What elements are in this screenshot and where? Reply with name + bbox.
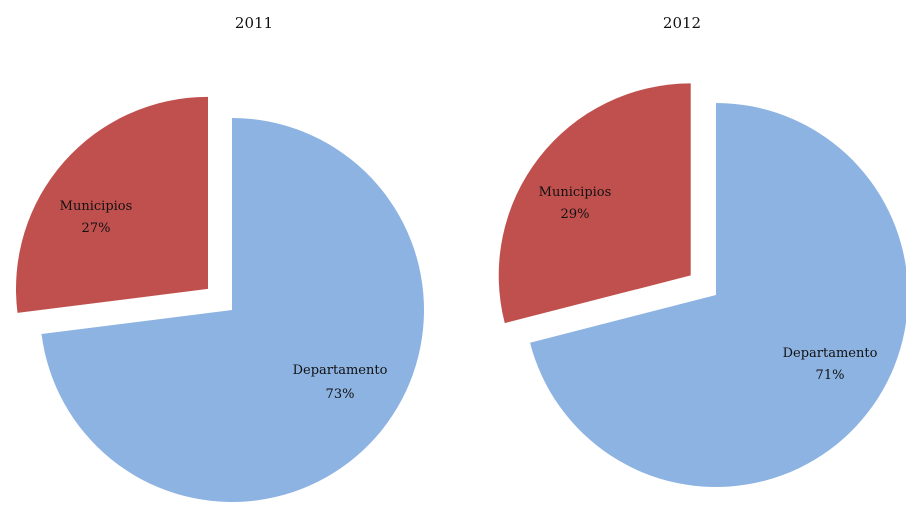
slice-value-departamento-2012: 71%	[816, 368, 845, 383]
slice-label-departamento-2012: Departamento	[783, 346, 878, 361]
chart-title-2012: 2012	[663, 14, 701, 32]
slice-value-municipios-2012: 29%	[561, 207, 590, 222]
pie-chart-2011: 2011 Departamento 73% Municipios 27%	[15, 14, 424, 502]
pie-chart-2012: 2012 Departamento 71% Municipios 29%	[498, 14, 906, 487]
slice-label-municipios-2011: Municipios	[60, 199, 133, 214]
pie-slice-departamento-2011	[41, 118, 424, 502]
pie-slice-departamento-2012	[530, 103, 906, 487]
chart-title-2011: 2011	[235, 14, 273, 32]
slice-value-municipios-2011: 27%	[82, 221, 111, 236]
pie-slice-municipios-2012	[498, 83, 691, 324]
pie-slice-municipios-2011	[15, 96, 209, 313]
slice-label-municipios-2012: Municipios	[539, 185, 612, 200]
slice-value-departamento-2011: 73%	[326, 387, 355, 402]
slice-label-departamento-2011: Departamento	[293, 363, 388, 378]
